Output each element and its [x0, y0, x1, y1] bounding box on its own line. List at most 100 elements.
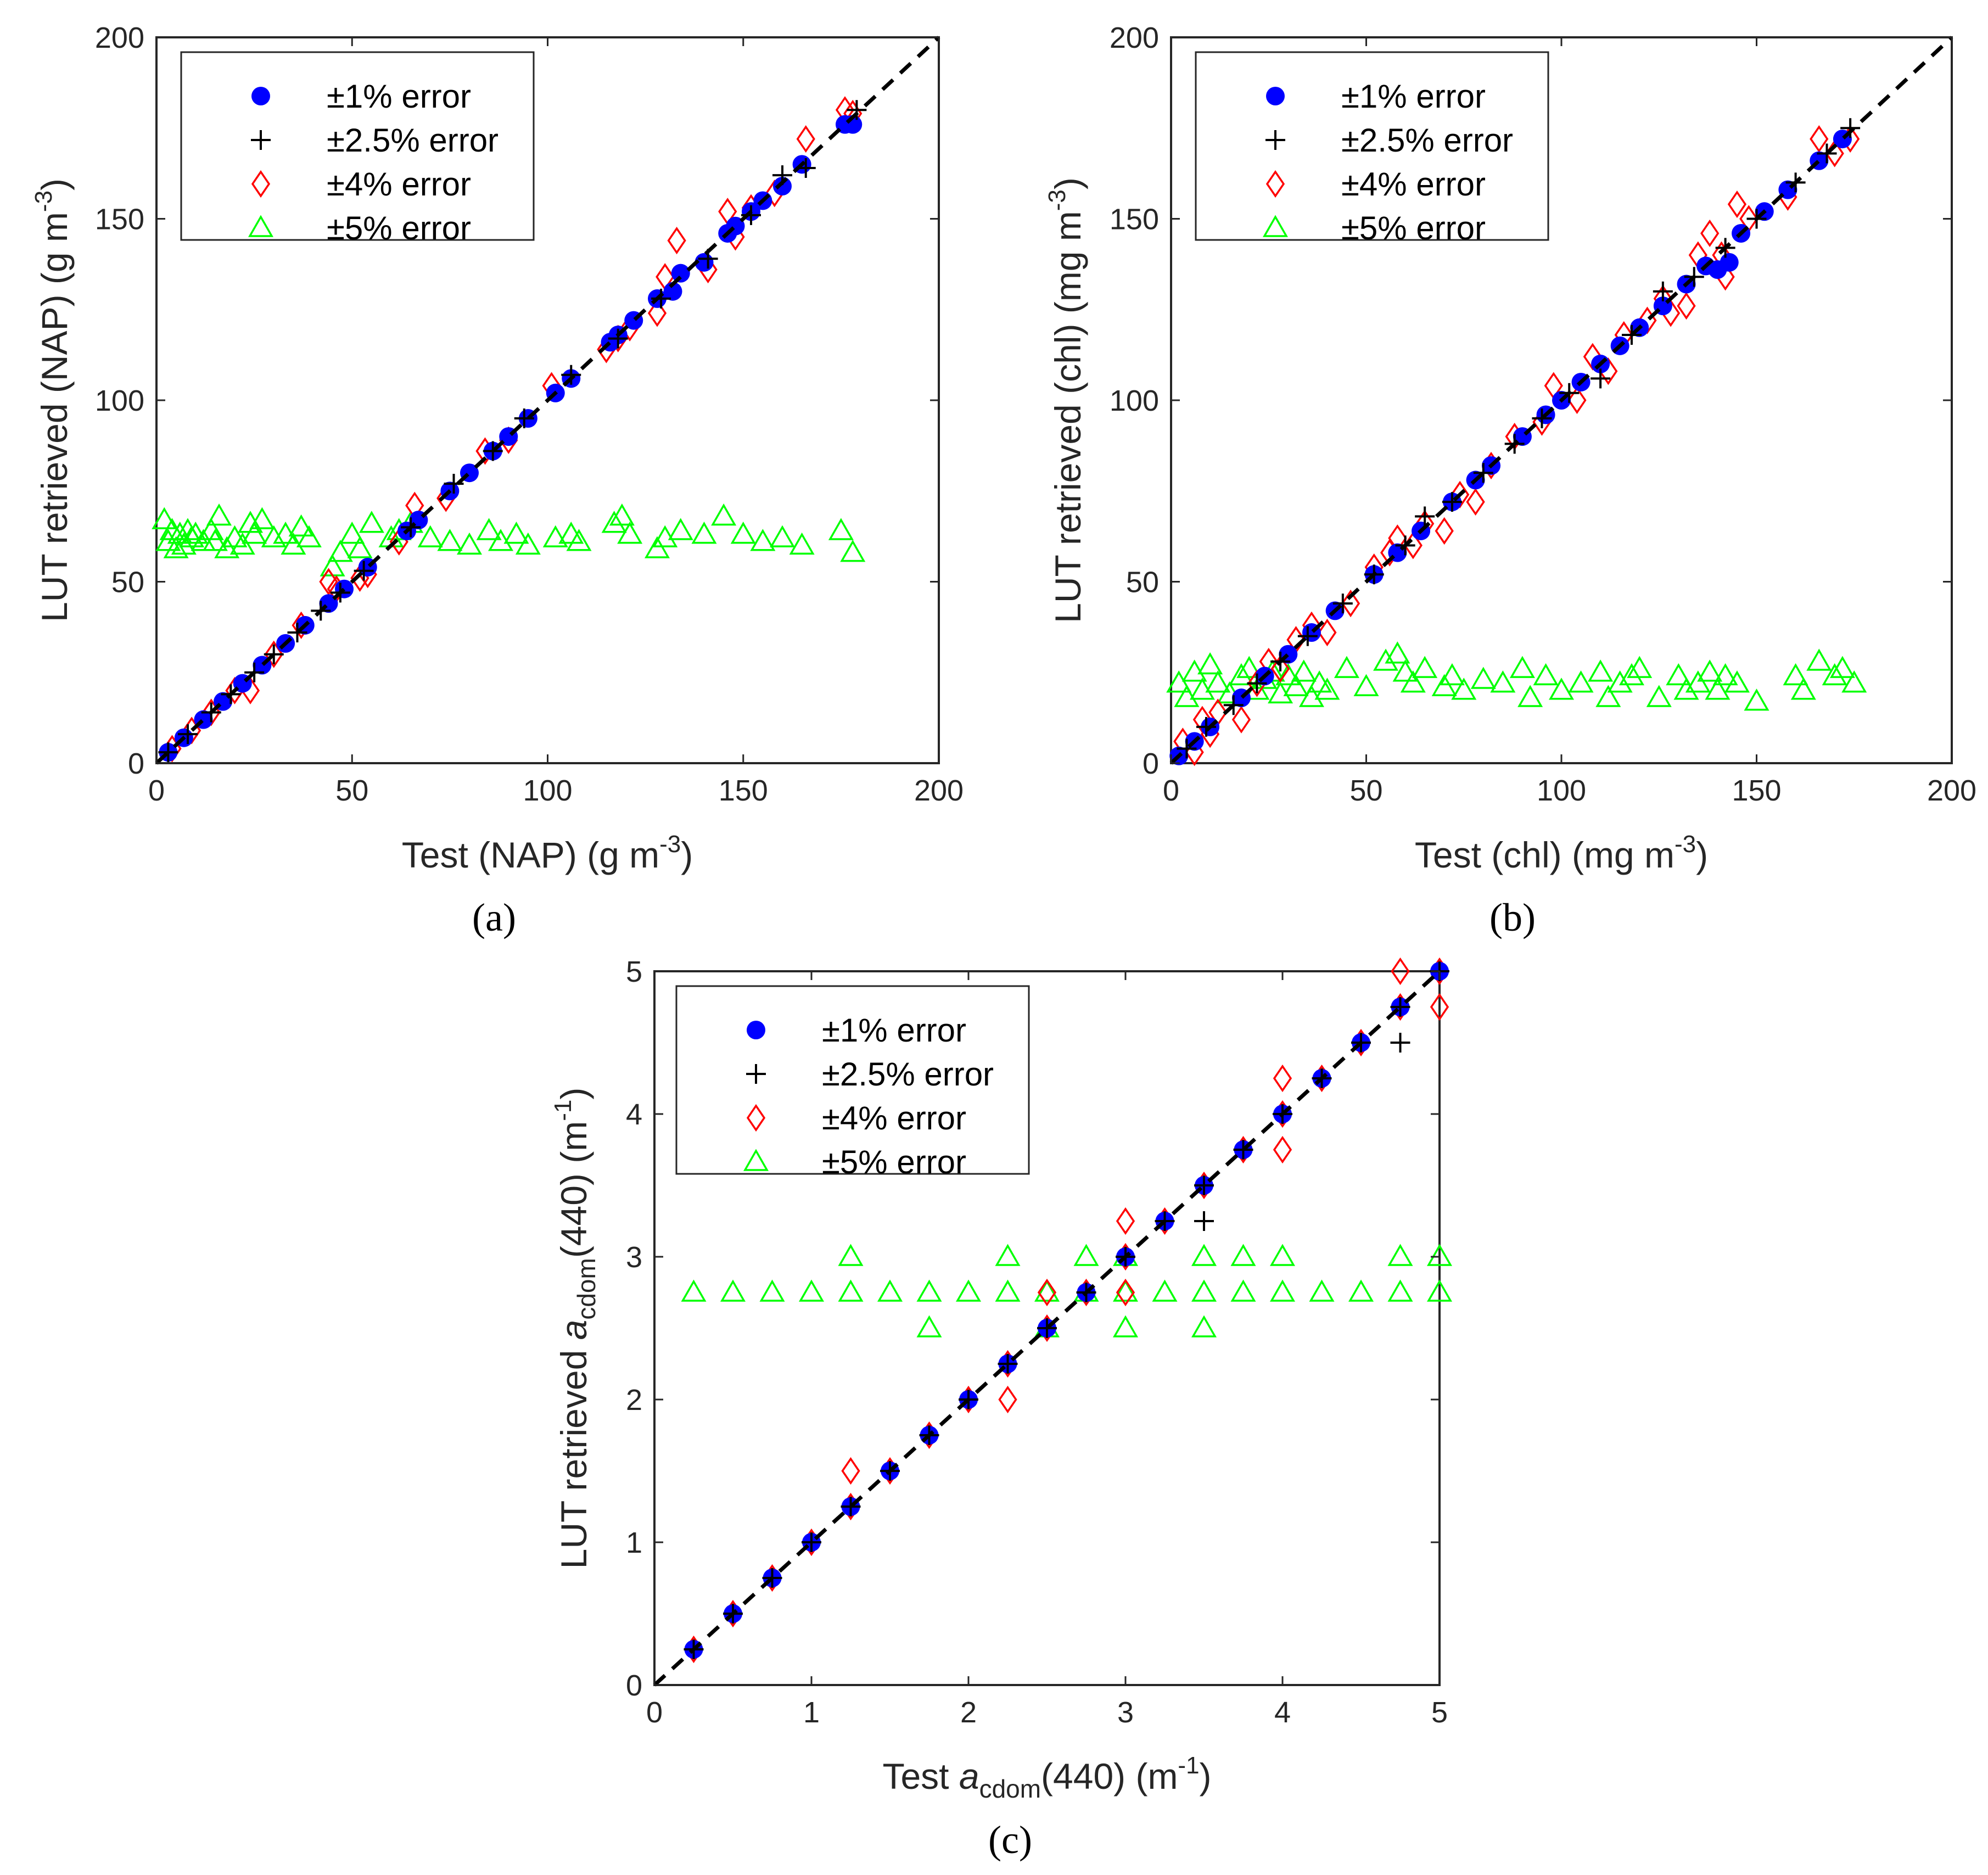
point-triangle [720, 1279, 746, 1302]
point-plus [847, 100, 867, 120]
point-triangle [417, 525, 443, 547]
point-filled-circle [663, 282, 682, 301]
point-triangle [1712, 663, 1738, 686]
point-triangle [347, 536, 373, 558]
point-diamond [796, 125, 815, 153]
point-diamond [1116, 1207, 1135, 1235]
point-filled-circle [671, 264, 690, 283]
point-triangle [359, 511, 384, 533]
one-to-one-line [1169, 36, 1953, 765]
point-plus [1194, 1176, 1214, 1195]
legend-label: ±2.5% error [1341, 122, 1513, 159]
x-tick-label: 1 [803, 1696, 820, 1729]
x-tick-label: 100 [1537, 774, 1586, 807]
point-triangle [1166, 670, 1192, 693]
panel-label-b: (b) [1489, 895, 1536, 939]
point-triangle [1790, 678, 1816, 700]
ticks-c: 0 1 2 3 4 5 0 1 2 3 4 5 [626, 955, 1448, 1729]
point-plus [608, 328, 628, 349]
x-axis-label-c: Test acdom(440) (m-1) [882, 1752, 1211, 1803]
point-diamond [1273, 1135, 1292, 1164]
y-tick-label: 1 [626, 1526, 642, 1559]
x-tick-label: 4 [1274, 1696, 1291, 1729]
legend-label: ±4% error [1341, 166, 1486, 203]
point-triangle [691, 522, 717, 544]
point-triangle [1412, 656, 1438, 678]
point-plus [1177, 738, 1197, 759]
panel-b: 0 50 100 150 200 0 50 100 150 200 Test (chl) (mg … [1044, 21, 1976, 939]
legend-label: ±5% error [327, 210, 471, 247]
point-triangle [838, 1279, 864, 1302]
point-diamond [1466, 488, 1485, 516]
legend-c: ±1% error ±2.5% error ±4% error ±5% error [675, 985, 1030, 1180]
point-triangle [1400, 670, 1426, 693]
y-tick-label: 200 [95, 21, 144, 54]
point-triangle [1822, 663, 1847, 686]
point-triangle [1283, 674, 1309, 696]
marks-c [653, 957, 1453, 1687]
point-triangle [1627, 656, 1653, 678]
point-triangle [1673, 678, 1699, 700]
point-triangle [916, 1279, 942, 1302]
point-diamond [1700, 219, 1720, 248]
point-triangle [1595, 685, 1621, 707]
point-triangle [1646, 685, 1672, 707]
point-triangle [171, 532, 197, 555]
y-tick-label: 150 [95, 203, 144, 236]
legend-marker-filled-circle [251, 87, 270, 105]
point-triangle [916, 1315, 942, 1337]
point-triangle [229, 532, 255, 555]
point-triangle [609, 503, 635, 526]
point-triangle [1392, 659, 1418, 682]
point-diamond [1341, 590, 1360, 618]
y-tick-label: 4 [626, 1098, 642, 1131]
point-triangle [1509, 656, 1535, 678]
legend-marker-triangle [743, 1149, 769, 1171]
point-triangle [1783, 663, 1808, 686]
point-triangle [503, 522, 529, 544]
point-triangle [202, 529, 228, 551]
legend-marker-diamond [746, 1104, 766, 1132]
y-tick-label: 200 [1110, 21, 1159, 54]
point-triangle [769, 525, 796, 547]
ticks-b: 0 50 100 150 200 0 50 100 150 200 [1110, 21, 1976, 807]
legend-marker-plus [1265, 130, 1285, 150]
y-axis-label-b: LUT retrieved (chl) (mg m-3) [1044, 177, 1088, 623]
point-triangle [1685, 670, 1711, 693]
point-triangle [1548, 678, 1575, 700]
marks-a [152, 36, 940, 765]
point-triangle [1744, 689, 1769, 711]
point-triangle [1588, 659, 1614, 682]
point-triangle [515, 532, 541, 555]
point-triangle [1387, 1279, 1413, 1302]
point-triangle [1228, 663, 1254, 686]
legend-label: ±5% error [822, 1144, 966, 1180]
point-triangle [840, 540, 866, 562]
point-triangle [1230, 1244, 1256, 1266]
point-plus [1840, 118, 1861, 138]
point-plus [1532, 408, 1552, 429]
point-triangle [1607, 670, 1633, 693]
point-triangle [1073, 1244, 1099, 1266]
panel-c: 0 1 2 3 4 5 0 1 2 3 4 5 Test acdom(440) (m-1) LUT r… [550, 955, 1453, 1862]
y-tick-label: 50 [111, 566, 144, 599]
point-triangle [1697, 659, 1723, 682]
point-plus [483, 441, 503, 461]
y-tick-label: 3 [626, 1241, 642, 1274]
point-triangle [339, 522, 365, 544]
point-triangle [730, 522, 756, 544]
point-filled-circle [773, 177, 792, 196]
point-triangle [1373, 648, 1399, 671]
point-triangle [1197, 652, 1223, 675]
point-triangle [242, 522, 267, 544]
legend-marker-filled-circle [747, 1021, 765, 1039]
point-plus [1233, 1140, 1253, 1160]
point-plus [1297, 626, 1318, 646]
point-diamond [1435, 517, 1454, 545]
y-tick-label: 0 [1143, 747, 1159, 780]
point-triangle [1205, 670, 1231, 693]
point-plus [264, 644, 284, 664]
point-diamond [1727, 190, 1747, 219]
point-triangle [214, 536, 240, 558]
point-triangle [644, 536, 670, 558]
